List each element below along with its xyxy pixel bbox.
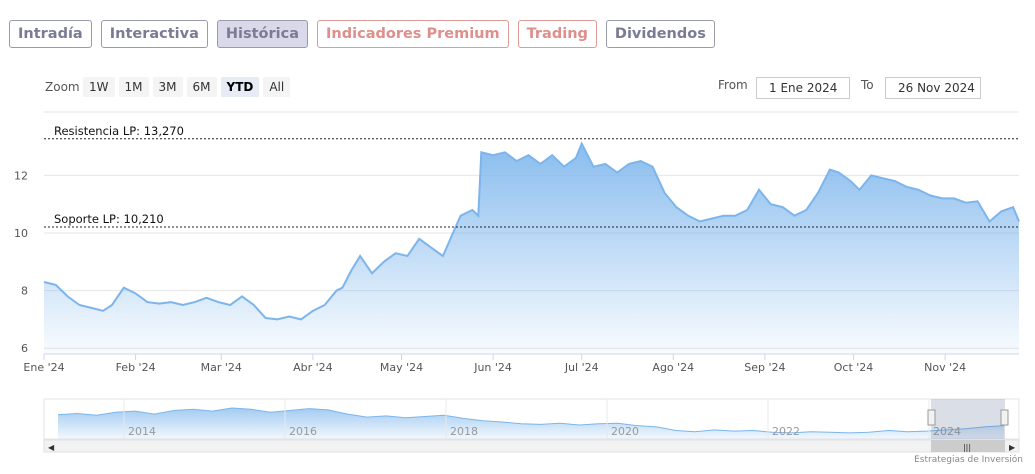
price-area xyxy=(44,143,1019,354)
navigator-line xyxy=(57,407,1005,434)
support-label: Soporte LP: 10,210 xyxy=(54,212,164,226)
zoom-ytd-button[interactable]: YTD xyxy=(220,77,260,97)
navigator-year-label: 2024 xyxy=(933,425,961,438)
x-tick-label: Jun '24 xyxy=(473,361,512,374)
scrollbar-thumb xyxy=(931,440,1005,452)
tab-dividendos[interactable]: Dividendos xyxy=(605,20,715,48)
resistance-label: Resistencia LP: 13,270 xyxy=(54,124,184,138)
x-tick-label: May '24 xyxy=(380,361,423,374)
scroll-left-arrow: ◀ xyxy=(48,443,55,452)
to-label: To xyxy=(861,78,874,92)
navigator-selection xyxy=(931,399,1005,439)
x-tick-label: Jul '24 xyxy=(564,361,599,374)
y-tick-label: 10 xyxy=(14,227,28,240)
scroll-right-arrow: ▶ xyxy=(1009,443,1016,452)
x-tick-label: Abr '24 xyxy=(293,361,333,374)
scrollbar-track xyxy=(43,439,1020,453)
zoom-buttons: 1W 1M 3M 6M YTD All xyxy=(83,77,291,97)
x-tick-label: Sep '24 xyxy=(744,361,785,374)
y-tick-label: 12 xyxy=(14,169,28,182)
price-line xyxy=(43,141,1020,321)
scrollbar-grip: ||| xyxy=(963,443,971,452)
navigator-year-label: 2020 xyxy=(611,425,639,438)
y-tick-label: 8 xyxy=(21,285,28,298)
tab-trading[interactable]: Trading xyxy=(517,20,597,48)
navigator-handle-right xyxy=(1000,409,1009,426)
navigator-year-label: 2016 xyxy=(289,425,317,438)
zoom-1m-button[interactable]: 1M xyxy=(118,77,149,97)
x-axis: Ene '24 Feb '24 Mar '24 Abr '24 May '24 Jun '… xyxy=(23,353,1019,374)
from-date-input[interactable]: 1 Ene 2024 xyxy=(756,77,850,99)
x-tick-label: Mar '24 xyxy=(201,361,242,374)
navigator-year-label: 2022 xyxy=(772,425,800,438)
zoom-label: Zoom xyxy=(45,80,80,94)
from-label: From xyxy=(718,78,748,92)
zoom-3m-button[interactable]: 3M xyxy=(152,77,183,97)
tab-indicadores-premium[interactable]: Indicadores Premium xyxy=(317,20,509,48)
tab-interactiva[interactable]: Interactiva xyxy=(100,20,208,48)
zoom-all-button[interactable]: All xyxy=(263,77,291,97)
tab-intradia[interactable]: Intradía xyxy=(9,20,92,48)
navigator-handle-left xyxy=(927,409,936,426)
annotations: Resistencia LP: 13,270 Soporte LP: 10,210 xyxy=(44,124,1019,228)
zoom-1w-button[interactable]: 1W xyxy=(83,77,115,97)
navigator-year-label: 2014 xyxy=(128,425,156,438)
tab-historica[interactable]: Histórica xyxy=(216,20,309,48)
navigator-area xyxy=(58,408,1004,439)
navigator[interactable]: 2014 2016 2018 2020 2022 2024||| ◀ ▶ xyxy=(43,398,1020,453)
zoom-6m-button[interactable]: 6M xyxy=(186,77,217,97)
x-tick-label: Feb '24 xyxy=(116,361,156,374)
chart-credit: Estrategias de Inversión xyxy=(914,455,1023,465)
x-tick-label: Ago '24 xyxy=(652,361,694,374)
to-date-input[interactable]: 26 Nov 2024 xyxy=(885,77,981,99)
x-tick-label: Nov '24 xyxy=(924,361,966,374)
y-tick-label: 6 xyxy=(21,342,28,355)
x-tick-label: Ene '24 xyxy=(23,361,64,374)
navigator-year-label: 2018 xyxy=(450,425,478,438)
chart-tabs: Intradía Interactiva Histórica Indicador… xyxy=(9,20,715,48)
x-tick-label: Oct '24 xyxy=(834,361,874,374)
y-axis: 6 8 10 12 xyxy=(14,169,28,355)
